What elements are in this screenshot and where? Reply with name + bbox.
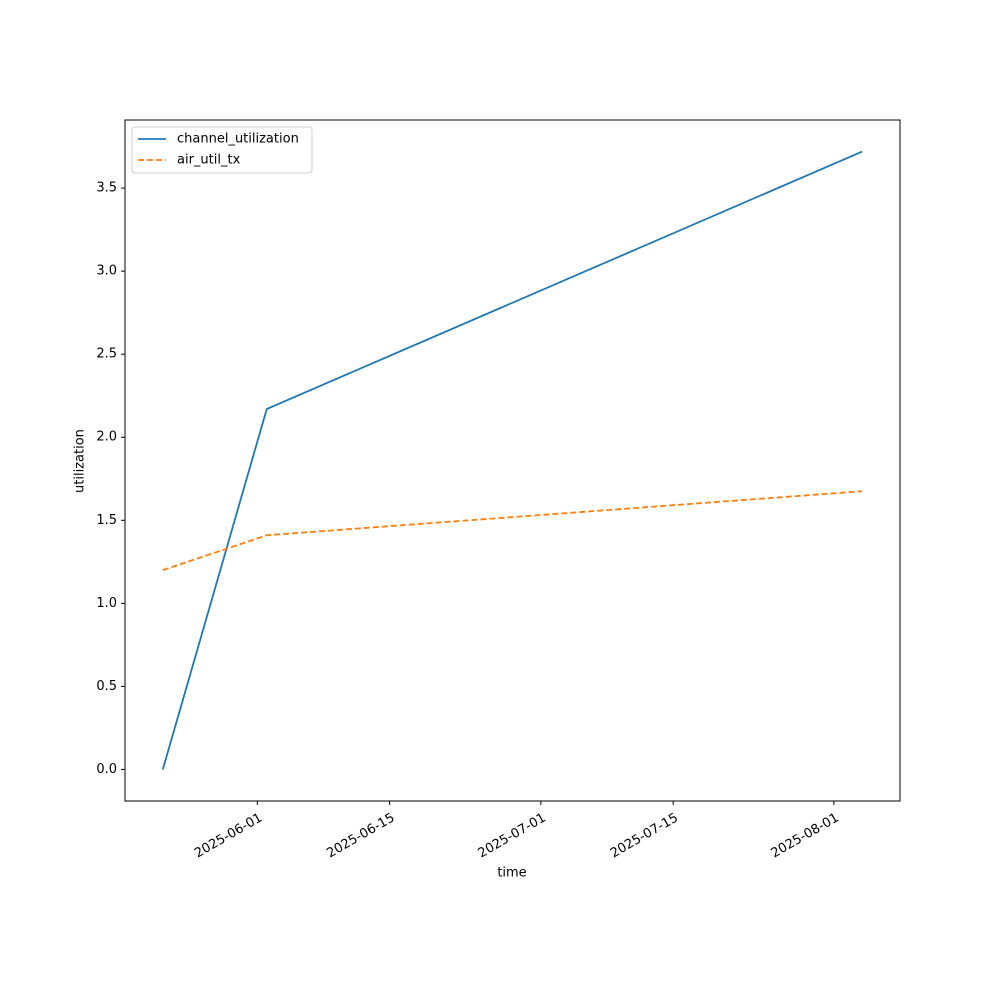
- y-tick-label: 3.0: [96, 264, 117, 279]
- legend-label: air_util_tx: [177, 153, 241, 168]
- x-tick-label: 2025-07-15: [608, 811, 681, 862]
- y-tick-label: 0.0: [96, 762, 117, 777]
- y-tick-label: 3.5: [96, 181, 117, 196]
- y-tick-label: 2.0: [96, 430, 117, 445]
- x-tick-label: 2025-06-01: [192, 811, 265, 862]
- x-axis-label: time: [497, 866, 526, 881]
- line-series: [161, 150, 863, 770]
- line-series: [162, 490, 863, 571]
- legend-box: [131, 126, 313, 174]
- x-tick-label: 2025-07-01: [476, 811, 549, 862]
- plot-frame: [124, 119, 901, 802]
- y-tick-label: 1.5: [96, 513, 117, 528]
- y-axis-label: utilization: [73, 429, 88, 493]
- x-tick-label: 2025-06-15: [324, 811, 397, 862]
- legend-label: channel_utilization: [177, 132, 299, 147]
- y-tick-label: 2.5: [96, 347, 117, 362]
- x-tick-label: 2025-08-01: [769, 811, 842, 862]
- y-tick-label: 1.0: [96, 596, 117, 611]
- y-tick-label: 0.5: [96, 679, 117, 694]
